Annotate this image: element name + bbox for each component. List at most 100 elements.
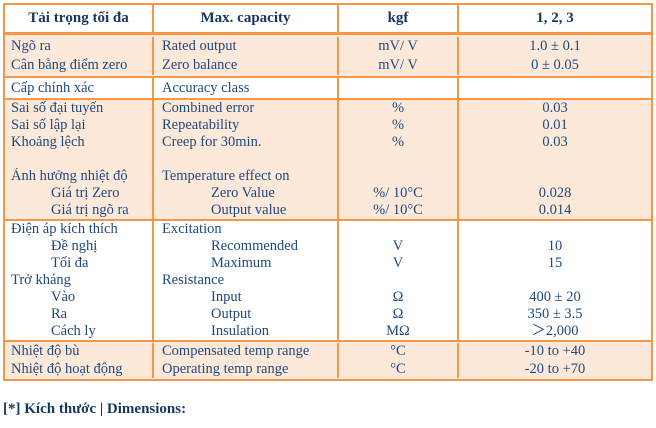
cell-value <box>459 78 651 98</box>
cell-vietnamese <box>5 151 154 168</box>
header-cell-vietnamese: Tải trọng tối đa <box>5 5 154 32</box>
band-output: Ngõ ra Rated output mV/ V 1.0 ± 0.1 Cân … <box>5 35 651 76</box>
cell-vietnamese: Điện áp kích thích <box>5 221 154 238</box>
cell-unit: % <box>339 117 459 134</box>
cell-unit: °C <box>339 343 459 361</box>
cell-unit: % <box>339 100 459 117</box>
table-row: Cấp chính xác Accuracy class <box>5 78 651 98</box>
cell-value: -10 to +40 <box>524 343 586 359</box>
header-cell-value: 1, 2, 3 <box>536 10 574 26</box>
cell-unit: V <box>339 255 459 272</box>
cell-vietnamese: Giá trị Zero <box>5 185 154 202</box>
cell-vietnamese: Giá trị ngõ ra <box>5 202 154 219</box>
cell-vietnamese: Sai số lập lại <box>5 117 154 134</box>
table-row: Sai số đại tuyến Combined error % 0.03 <box>5 100 651 117</box>
band-errors-temperature: Sai số đại tuyến Combined error % 0.03 S… <box>5 98 651 219</box>
table-row: Tối đa Maximum V 15 <box>5 255 651 272</box>
cell-unit <box>339 272 459 289</box>
cell-english <box>154 151 339 168</box>
cell-english: Temperature effect on <box>154 168 339 185</box>
cell-vietnamese: Nhiệt độ bù <box>5 343 154 361</box>
cell-unit <box>339 151 459 168</box>
cell-english: Insulation <box>154 323 339 340</box>
cell-english: Input <box>154 289 339 306</box>
cell-unit: %/ 10°C <box>339 185 459 202</box>
cell-unit: %/ 10°C <box>339 202 459 219</box>
cell-english: Zero Value <box>154 185 339 202</box>
cell-unit <box>339 78 459 98</box>
cell-vietnamese: Nhiệt độ hoạt động <box>5 360 154 378</box>
cell-unit: °C <box>339 360 459 378</box>
cell-value: ＞2,000 <box>531 323 579 339</box>
cell-value <box>459 272 651 289</box>
cell-english: Excitation <box>154 221 339 238</box>
table-row: Cách ly Insulation MΩ ＞2,000 <box>5 323 651 340</box>
cell-vietnamese: Trở kháng <box>5 272 154 289</box>
cell-unit: mV/ V <box>339 56 459 75</box>
cell-english: Repeatability <box>154 117 339 134</box>
table-row: Đề nghị Recommended V 10 <box>5 238 651 255</box>
cell-unit: Ω <box>339 306 459 323</box>
header-cell-english: Max. capacity <box>154 5 339 32</box>
table-row-blank <box>5 151 651 168</box>
cell-english: Operating temp range <box>154 360 339 378</box>
table-row: Nhiệt độ bù Compensated temp range °C -1… <box>5 343 651 361</box>
cell-value: 0.014 <box>538 202 572 218</box>
cell-vietnamese: Khoảng lệch <box>5 134 154 151</box>
cell-value: 0.03 <box>542 100 568 116</box>
cell-unit <box>339 168 459 185</box>
cell-vietnamese: Vào <box>5 289 154 306</box>
table-row: Vào Input Ω 400 ± 20 <box>5 289 651 306</box>
band-accuracy: Cấp chính xác Accuracy class <box>5 76 651 98</box>
table-header-row: Tải trọng tối đa Max. capacity kgf 1, 2,… <box>5 5 651 35</box>
cell-value: 1.0 ± 0.1 <box>529 38 581 54</box>
cell-unit: Ω <box>339 289 459 306</box>
cell-english: Zero balance <box>154 56 339 75</box>
cell-value: 15 <box>547 255 563 271</box>
cell-vietnamese: Ra <box>5 306 154 323</box>
cell-vietnamese: Ảnh hưởng nhiệt độ <box>5 168 154 185</box>
cell-unit: % <box>339 134 459 151</box>
cell-vietnamese: Cách ly <box>5 323 154 340</box>
cell-english: Recommended <box>154 238 339 255</box>
table-row: Ra Output Ω 350 ± 3.5 <box>5 306 651 323</box>
table-row: Giá trị Zero Zero Value %/ 10°C 0.028 <box>5 185 651 202</box>
cell-english: Accuracy class <box>154 78 339 98</box>
table-row: Ngõ ra Rated output mV/ V 1.0 ± 0.1 <box>5 37 651 56</box>
cell-value: -20 to +70 <box>524 360 586 377</box>
band-temperature-range: Nhiệt độ bù Compensated temp range °C -1… <box>5 340 651 379</box>
table-row: Nhiệt độ hoạt động Operating temp range … <box>5 360 651 378</box>
cell-vietnamese: Sai số đại tuyến <box>5 100 154 117</box>
cell-vietnamese: Ngõ ra <box>5 37 154 56</box>
cell-english: Combined error <box>154 100 339 117</box>
cell-value <box>459 168 651 185</box>
cell-unit: V <box>339 238 459 255</box>
cell-english: Maximum <box>154 255 339 272</box>
cell-value: 400 ± 20 <box>529 289 581 305</box>
cell-english: Resistance <box>154 272 339 289</box>
cell-vietnamese: Cấp chính xác <box>5 78 154 98</box>
cell-value: 0.028 <box>538 185 572 201</box>
cell-unit <box>339 221 459 238</box>
table-row: Khoảng lệch Creep for 30min. % 0.03 <box>5 134 651 151</box>
cell-value: 0.03 <box>542 134 568 150</box>
table-row: Cân bằng điểm zero Zero balance mV/ V 0 … <box>5 56 651 75</box>
table-row: Trở kháng Resistance <box>5 272 651 289</box>
spec-table: Tải trọng tối đa Max. capacity kgf 1, 2,… <box>3 3 653 381</box>
cell-english: Creep for 30min. <box>154 134 339 151</box>
cell-english: Compensated temp range <box>154 343 339 361</box>
table-row: Giá trị ngõ ra Output value %/ 10°C 0.01… <box>5 202 651 219</box>
cell-vietnamese: Tối đa <box>5 255 154 272</box>
cell-unit: MΩ <box>339 323 459 340</box>
cell-value <box>459 151 651 168</box>
cell-value: 350 ± 3.5 <box>527 306 583 322</box>
table-row: Ảnh hưởng nhiệt độ Temperature effect on <box>5 168 651 185</box>
cell-english: Output value <box>154 202 339 219</box>
cell-value <box>459 221 651 238</box>
band-excitation-resistance: Điện áp kích thích Excitation Đề nghị Re… <box>5 219 651 340</box>
cell-english: Rated output <box>154 37 339 56</box>
table-row: Điện áp kích thích Excitation <box>5 221 651 238</box>
cell-value: 10 <box>547 238 563 254</box>
header-cell-unit: kgf <box>339 5 459 32</box>
cell-value: 0.01 <box>542 117 568 133</box>
